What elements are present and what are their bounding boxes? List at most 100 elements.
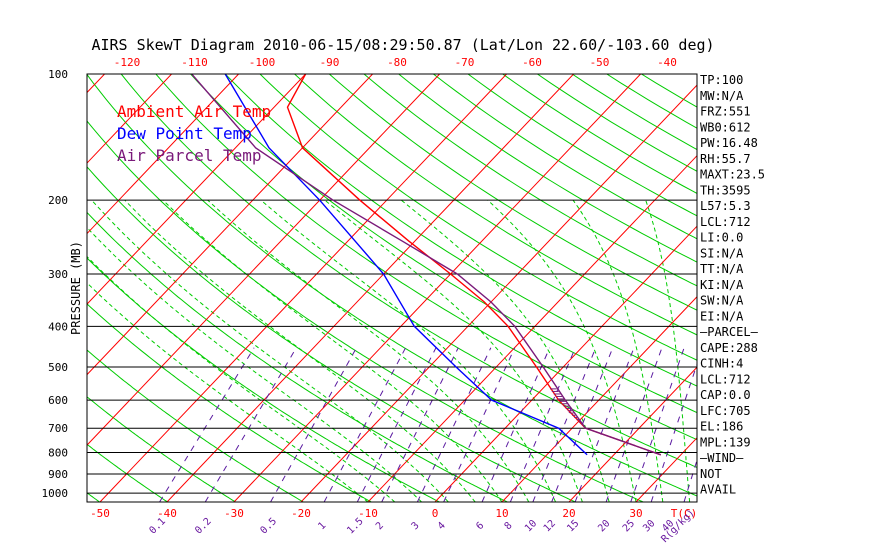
index-label: LFC:705 <box>700 404 751 418</box>
dry-adiabat <box>502 74 697 194</box>
moist-adiabat <box>87 226 422 502</box>
dry-adiabat <box>87 492 100 502</box>
pressure-tick-label: 300 <box>48 268 68 281</box>
index-label: PW:16.48 <box>700 136 758 150</box>
isotherm <box>434 225 697 502</box>
index-label: TT:N/A <box>700 262 744 276</box>
isotherm <box>87 74 172 164</box>
isotherm <box>501 296 697 502</box>
index-label: SI:N/A <box>700 246 744 260</box>
mixing-ratio-line <box>443 347 516 502</box>
moist-adiabat <box>487 199 637 502</box>
index-label: NOT <box>700 467 722 481</box>
bottom-temp-tick-label: 30 <box>629 507 642 520</box>
bottom-temp-tick-label: -50 <box>90 507 110 520</box>
pressure-tick-label: 500 <box>48 361 68 374</box>
mixing-ratio-line <box>356 347 437 502</box>
moist-adiabat <box>87 255 396 502</box>
dry-adiabat <box>87 396 236 502</box>
moist-adiabat <box>645 200 691 502</box>
mixing-ratio-line <box>683 458 697 502</box>
index-label: TH:3595 <box>700 183 751 197</box>
index-label: TP:100 <box>700 73 743 87</box>
isotherm <box>87 74 239 235</box>
bottom-temp-tick-label: -20 <box>291 507 311 520</box>
index-label: EL:186 <box>700 420 743 434</box>
dry-adiabat <box>224 74 697 387</box>
legend-entry: Ambient Air Temp <box>117 102 271 121</box>
dry-adiabat <box>294 74 697 336</box>
top-temp-tick-label: -60 <box>522 56 542 69</box>
mixing-ratio-tick-label: 1 <box>316 520 328 532</box>
chart-title: AIRS SkewT Diagram 2010-06-15/08:29:50.8… <box>91 36 714 54</box>
legend-entry: Dew Point Temp <box>117 124 252 143</box>
index-label: FRZ:551 <box>700 105 751 119</box>
bottom-temp-tick-label: -10 <box>358 507 378 520</box>
moist-adiabat <box>207 199 530 502</box>
isotherm <box>367 154 697 502</box>
mixing-ratio-tick-label: 2 <box>374 520 386 532</box>
isotherm <box>233 74 641 502</box>
dry-adiabat <box>398 74 697 263</box>
dry-adiabat <box>87 443 168 502</box>
dry-adiabat <box>87 74 697 497</box>
dry-adiabat <box>87 211 508 502</box>
isotherm <box>770 74 870 502</box>
pressure-tick-label: 900 <box>48 468 68 481</box>
top-temp-tick-label: -40 <box>657 56 677 69</box>
isotherm <box>87 74 306 305</box>
mixing-ratio-tick-label: 6 <box>474 520 486 532</box>
series-line <box>286 74 662 456</box>
index-label: KI:N/A <box>700 278 744 292</box>
dry-adiabat <box>87 349 304 502</box>
mixing-ratio-line <box>481 347 551 502</box>
isotherm <box>300 84 697 502</box>
pressure-tick-label: 400 <box>48 320 68 333</box>
mixing-ratio-line <box>509 347 576 502</box>
index-label: LCL:712 <box>700 215 751 229</box>
mixing-ratio-line <box>605 347 663 502</box>
dry-adiabat <box>0 74 32 502</box>
dry-adiabat <box>87 257 440 502</box>
index-label: CINH:4 <box>700 357 743 371</box>
pressure-tick-label: 800 <box>48 447 68 460</box>
mixing-ratio-tick-label: 25 <box>621 518 637 534</box>
isotherm <box>87 74 373 376</box>
isotherm <box>87 74 440 446</box>
mixing-ratio-tick-label: 10 <box>523 518 539 534</box>
index-label: AVAIL <box>700 483 736 497</box>
mixing-ratio-line <box>574 347 635 502</box>
moist-adiabat <box>87 282 369 502</box>
mixing-ratio-line <box>416 347 492 502</box>
mixing-ratio-line <box>323 347 407 502</box>
bottom-temp-tick-label: 20 <box>562 507 575 520</box>
top-temp-tick-label: -100 <box>249 56 276 69</box>
isotherm <box>568 366 697 502</box>
pressure-tick-label: 600 <box>48 394 68 407</box>
isotherm <box>87 74 105 94</box>
y-axis-label: PRESSURE (MB) <box>69 241 83 335</box>
bottom-temp-tick-label: 0 <box>432 507 439 520</box>
legend-entry: Air Parcel Temp <box>117 146 262 165</box>
isotherm <box>99 74 507 502</box>
dry-adiabat <box>467 74 697 217</box>
index-label: CAPE:288 <box>700 341 758 355</box>
pressure-tick-label: 1000 <box>42 487 69 500</box>
index-label: SW:N/A <box>700 294 744 308</box>
bottom-temp-tick-label: T(C) <box>671 507 698 520</box>
index-label: LCL:712 <box>700 372 751 386</box>
dry-adiabat <box>363 74 697 287</box>
mixing-ratio-tick-label: 0.5 <box>259 516 280 537</box>
index-label: RH:55.7 <box>700 152 751 166</box>
bottom-temp-tick-label: -30 <box>224 507 244 520</box>
bottom-temp-tick-label: 10 <box>495 507 508 520</box>
moist-adiabat <box>260 199 557 502</box>
index-label: –WIND– <box>700 451 744 465</box>
plot-frame <box>86 73 698 503</box>
index-label: CAP:0.0 <box>700 388 751 402</box>
moist-adiabat <box>324 199 583 502</box>
pressure-tick-label: 100 <box>48 68 68 81</box>
moist-adiabat <box>91 199 449 502</box>
top-temp-tick-label: -110 <box>181 56 208 69</box>
